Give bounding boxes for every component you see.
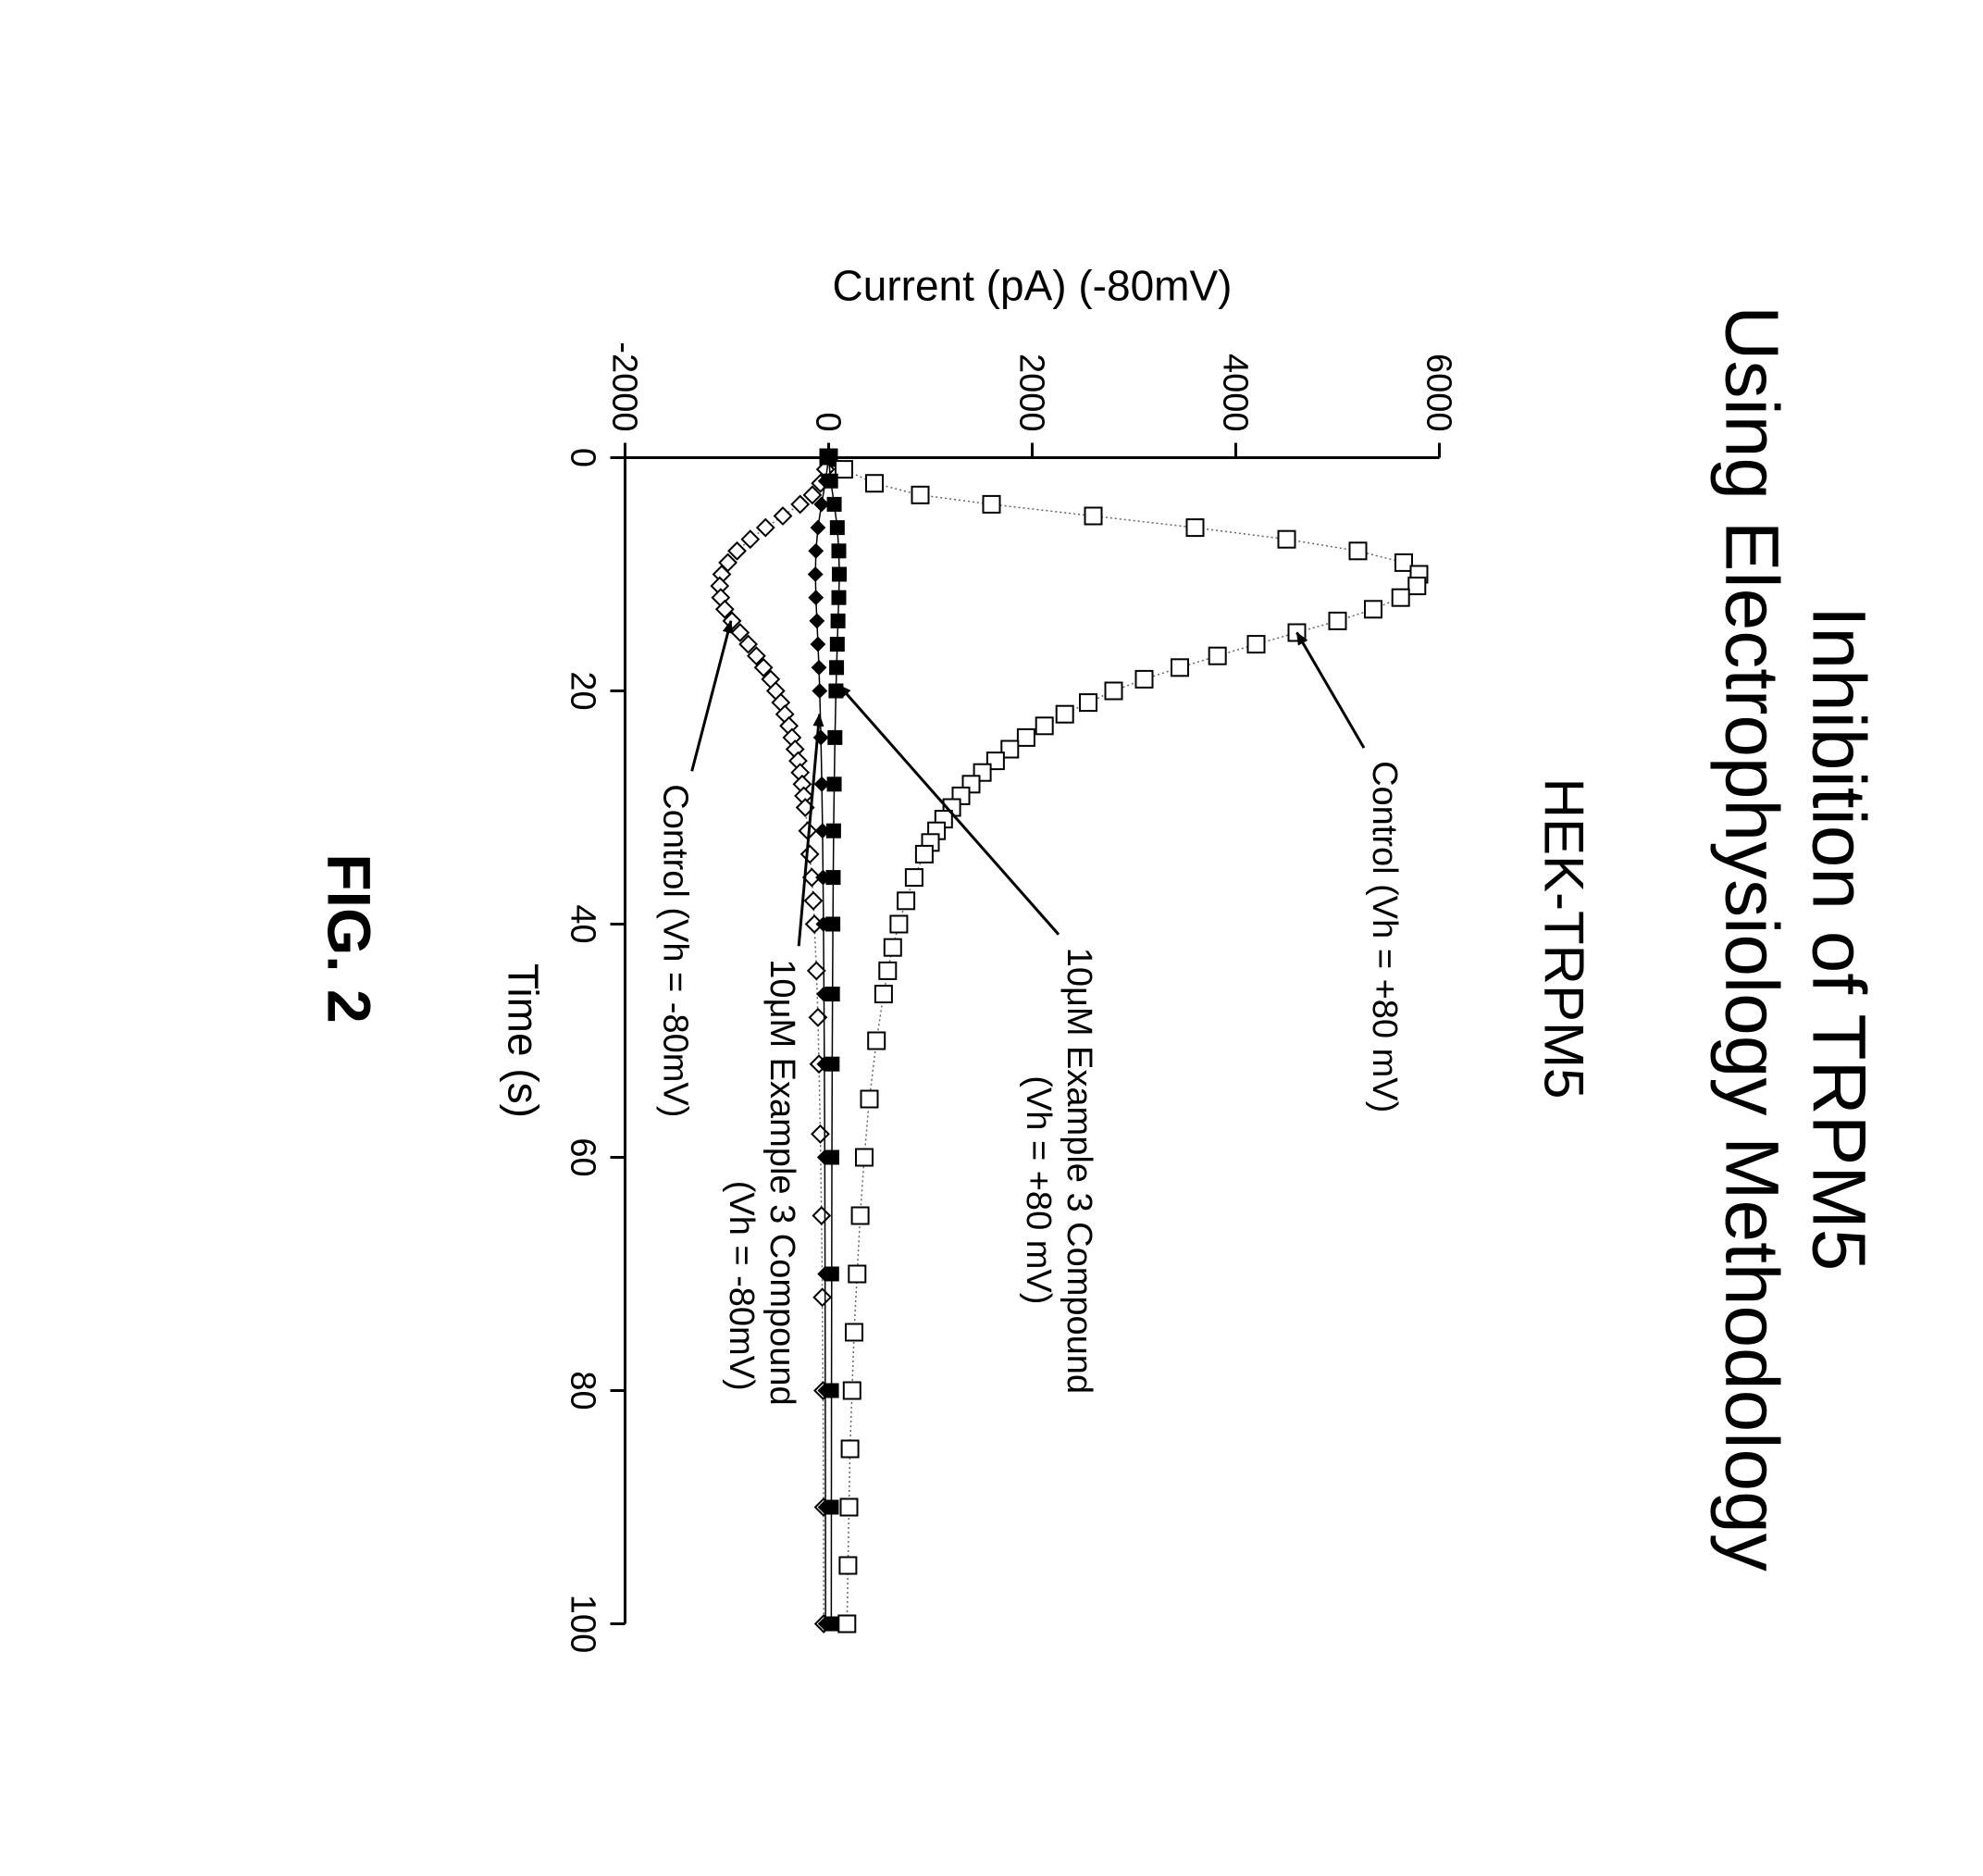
annotation-ann_compound_minus_l2: (Vh = -80mV) [722,1180,761,1390]
svg-text:0: 0 [563,447,601,466]
series-compound_minus80 [815,457,828,1623]
svg-text:2000: 2000 [1011,353,1050,431]
svg-text:4000: 4000 [1215,353,1254,431]
main-title: Inhibition of TRPM5 Using Electrophysiol… [1706,0,1881,1876]
svg-text:Current (pA) (-80mV): Current (pA) (-80mV) [832,261,1232,309]
chart: -20000200040006000020406080100Time (s)Cu… [458,217,1476,1660]
series-control_plus80 [828,457,1419,1623]
title-line2: Using Electrophysiology Methodology [1709,305,1793,1571]
figure-panel: Inhibition of TRPM5 Using Electrophysiol… [0,0,1983,1876]
svg-text:6000: 6000 [1419,353,1457,431]
svg-text:-2000: -2000 [604,341,643,430]
svg-text:0: 0 [808,411,847,430]
annotation-ann_control_minus: Control (Vh = -80mV) [655,783,694,1116]
title-line1: Inhibition of TRPM5 [1796,605,1880,1271]
svg-text:Time (s): Time (s) [499,963,547,1117]
series-compound_plus80 [828,457,839,1623]
svg-text:80: 80 [563,1370,601,1409]
chart-svg: -20000200040006000020406080100Time (s)Cu… [458,217,1476,1660]
annotation-ann_compound_minus_l1: 10μM Example 3 Compound [762,958,801,1404]
svg-text:20: 20 [563,670,601,709]
annotation-ann_compound_plus_l2: (Vh = +80 mV) [1019,1075,1058,1303]
sub-title: HEK-TRPM5 [1531,0,1595,1876]
figure-caption: FIG. 2 [314,0,384,1876]
annotation-ann_compound_plus_l1: 10μM Example 3 Compound [1060,947,1098,1393]
svg-text:40: 40 [563,903,601,942]
svg-text:60: 60 [563,1137,601,1175]
svg-text:100: 100 [563,1594,601,1652]
annotation-ann_control_plus: Control (Vh = +80 mV) [1365,760,1404,1112]
